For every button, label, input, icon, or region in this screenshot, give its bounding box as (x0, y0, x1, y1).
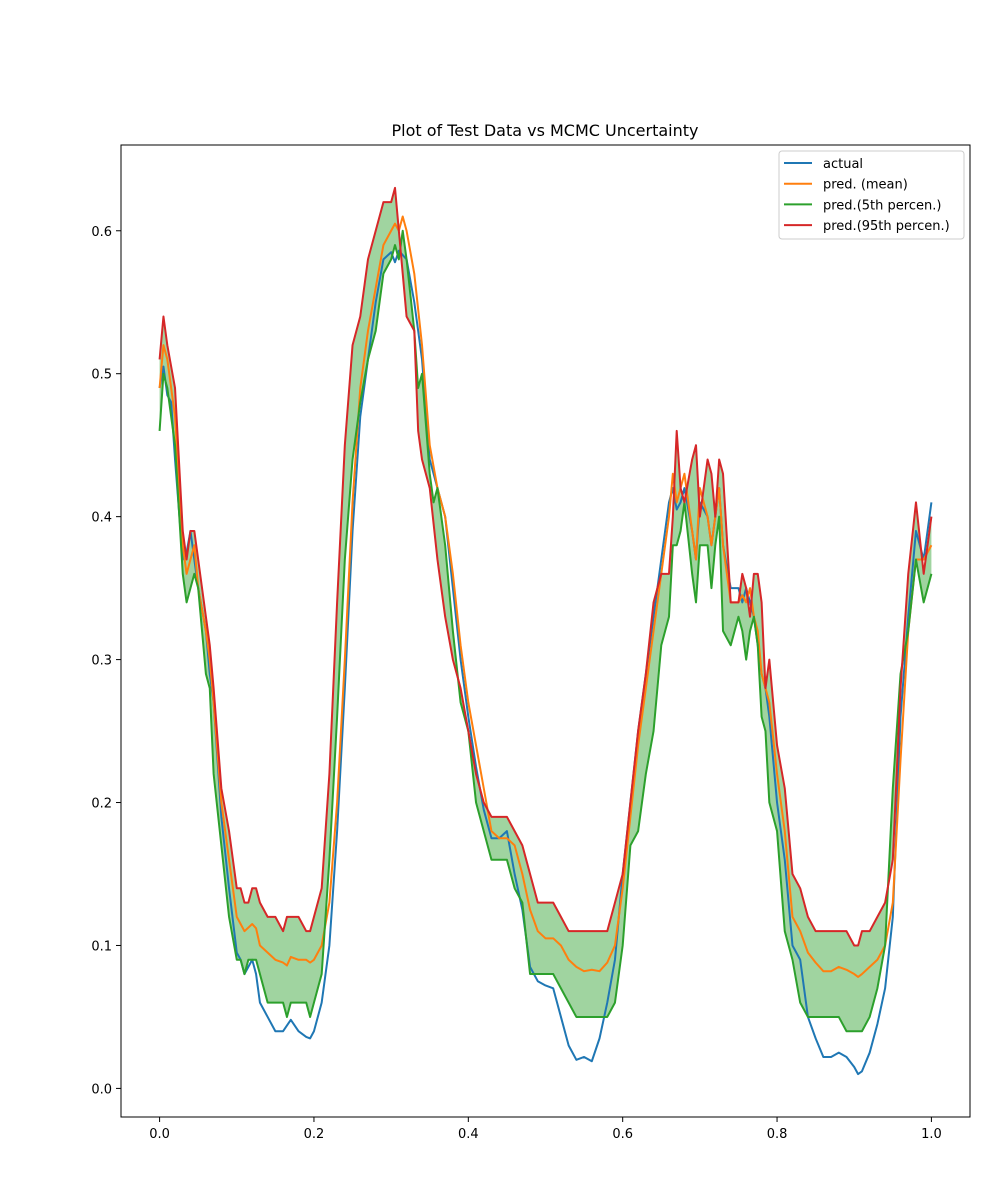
x-tick-label: 0.4 (458, 1127, 479, 1142)
x-tick-label: 0.8 (767, 1127, 788, 1142)
y-tick-label: 0.1 (91, 939, 112, 954)
y-tick-label: 0.3 (91, 654, 112, 669)
y-tick-label: 0.2 (91, 797, 112, 812)
x-tick-label: 0.2 (304, 1127, 325, 1142)
y-tick-label: 0.5 (91, 368, 112, 383)
chart-title: Plot of Test Data vs MCMC Uncertainty (391, 121, 698, 140)
y-tick-label: 0.6 (91, 225, 112, 240)
y-tick-label: 0.0 (91, 1082, 112, 1097)
y-tick-label: 0.4 (91, 511, 112, 526)
legend-label: pred.(5th percen.) (823, 198, 941, 213)
legend-label: pred.(95th percen.) (823, 219, 950, 234)
x-tick-label: 0.0 (149, 1127, 170, 1142)
x-tick-label: 0.6 (612, 1127, 633, 1142)
legend-entries: actual pred. (mean) pred.(5th percen.) pred… (784, 157, 950, 234)
series-line-3 (158, 186, 933, 947)
series-line-2 (158, 229, 933, 1033)
legend-label: actual (823, 157, 863, 172)
series-lines (158, 186, 933, 1076)
series-line-0 (158, 249, 933, 1076)
plot-area-frame (120, 144, 971, 1118)
legend: actual pred. (mean) pred.(5th percen.) pred… (778, 150, 965, 240)
x-tick-label: 1.0 (921, 1127, 942, 1142)
legend-box (778, 150, 965, 240)
uncertainty-band (159, 187, 932, 1032)
x-axis-ticks: 0.0 0.2 0.4 0.6 0.8 1.0 (149, 1117, 942, 1142)
legend-label: pred. (mean) (823, 178, 908, 193)
uncertainty-band-area (159, 187, 932, 1032)
y-axis-ticks: 0.0 0.1 0.2 0.3 0.4 0.5 0.6 (91, 225, 121, 1097)
series-line-1 (158, 215, 933, 978)
